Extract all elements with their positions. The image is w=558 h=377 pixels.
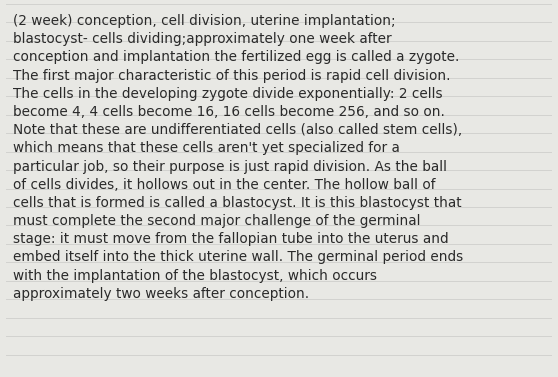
Text: (2 week) conception, cell division, uterine implantation;
blastocyst- cells divi: (2 week) conception, cell division, uter… bbox=[13, 14, 463, 301]
